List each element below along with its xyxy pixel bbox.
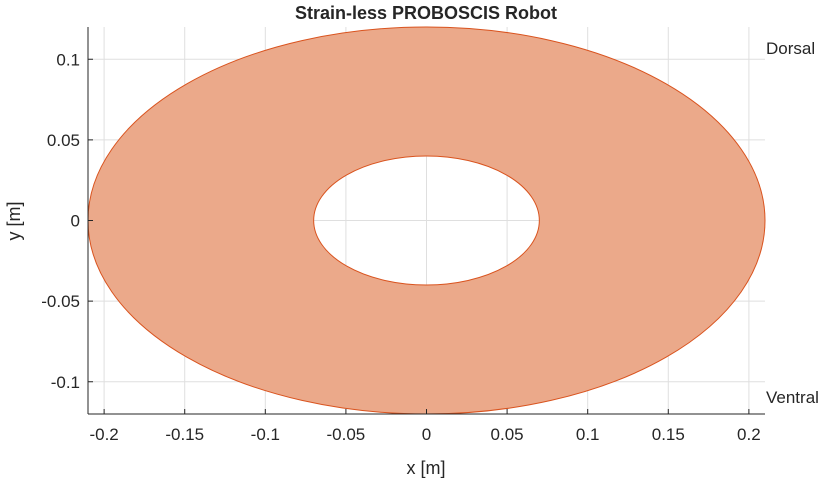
y-tick-labels: 0.1 0.05 0 -0.05 -0.1: [41, 50, 80, 392]
y-tick-label-3: -0.05: [41, 292, 80, 311]
y-tick-label-0: 0.1: [56, 50, 80, 69]
x-axis-label: x [m]: [407, 458, 446, 478]
y-tick-label-4: -0.1: [51, 373, 80, 392]
x-tick-label-3: -0.05: [327, 425, 366, 444]
x-tick-label-6: 0.1: [576, 425, 600, 444]
x-tick-label-2: -0.1: [251, 425, 280, 444]
x-tick-label-0: -0.2: [89, 425, 118, 444]
axes: [87, 27, 765, 415]
x-tick-label-8: 0.2: [737, 425, 761, 444]
chart-title: Strain-less PROBOSCIS Robot: [295, 3, 557, 23]
ring-shape: [87, 26, 766, 415]
annotation-dorsal: Dorsal: [766, 39, 815, 58]
x-tick-labels: -0.2 -0.15 -0.1 -0.05 0 0.05 0.1 0.15 0.2: [89, 425, 760, 444]
y-axis-label: y [m]: [4, 202, 24, 241]
x-tick-label-4: 0: [422, 425, 431, 444]
x-tick-label-1: -0.15: [165, 425, 204, 444]
y-tick-label-1: 0.05: [47, 131, 80, 150]
x-tick-label-5: 0.05: [491, 425, 524, 444]
annotation-ventral: Ventral: [766, 388, 819, 407]
x-tick-label-7: 0.15: [652, 425, 685, 444]
y-tick-label-2: 0: [71, 212, 80, 231]
